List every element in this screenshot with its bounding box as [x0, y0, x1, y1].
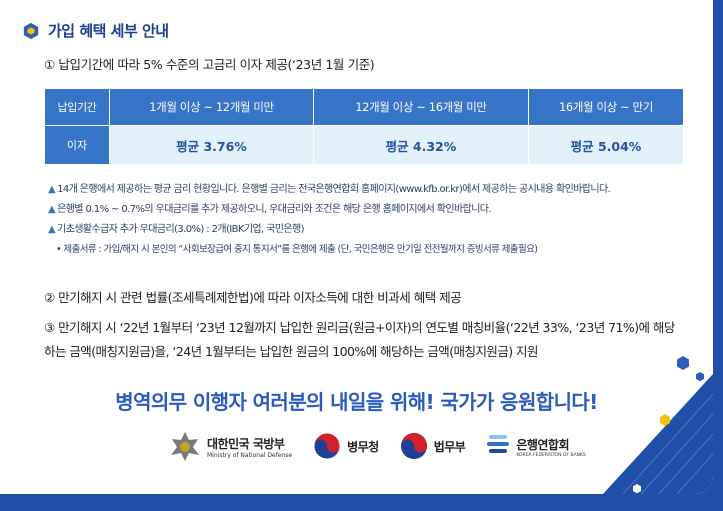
- note-line: ▲ 14개 은행에서 제공하는 평균 금리 현황입니다. 은행별 금리는 전국은행…: [48, 180, 698, 200]
- note-line: ▲ 기초생활수급자 추가 우대금리(3.0%) : 2개(IBK기업, 국민은행): [48, 220, 698, 240]
- moj-name: 법무부: [433, 439, 466, 454]
- triangle-icon: ▲: [48, 224, 56, 235]
- table-header-cell: 12개월 이상 ~ 16개월 미만: [312, 88, 529, 126]
- table-row-label: 이자: [44, 125, 110, 165]
- benefit-card: 가입 혜택 세부 안내 ① 납입기간에 따라 5% 수준의 고금리 이자 제공(…: [0, 0, 713, 494]
- table-header-cell: 1개월 이상 ~ 12개월 미만: [109, 88, 314, 126]
- table-row: 이자 평균 3.76% 평균 4.32% 평균 5.04%: [44, 125, 685, 165]
- table-header-row: 납입기간 1개월 이상 ~ 12개월 미만 12개월 이상 ~ 16개월 미만 …: [44, 88, 685, 126]
- kfb-name: 은행연합회: [516, 438, 570, 452]
- slogan: 병역의무 이행자 여러분의 내일을 위해! 국가가 응원합니다!: [115, 390, 598, 414]
- mnd-emblem-icon: [171, 432, 199, 461]
- note-text: 기초생활수급자 추가 우대금리(3.0%) : 2개(IBK기업, 국민은행): [57, 224, 304, 235]
- note-text: 은행별 0.1% ~ 0.7%의 우대금리를 추가 제공하오니, 우대금리와 조…: [57, 204, 492, 215]
- hexagon-icon: [23, 22, 39, 39]
- moj-logo: 법무부: [399, 431, 466, 461]
- note-subline: • 제출서류 : 가입/해지 시 본인의 “사회보장급여 중지 통지서”를 은행…: [56, 244, 538, 255]
- benefit-item-1: ① 납입기간에 따라 5% 수준의 고금리 이자 제공(‘23년 1월 기준): [44, 57, 375, 72]
- notes-block: ▲ 14개 은행에서 제공하는 평균 금리 현황입니다. 은행별 금리는 전국은행…: [48, 180, 698, 260]
- section-title: 가입 혜택 세부 안내: [48, 22, 169, 40]
- note-text: 14개 은행에서 제공하는 평균 금리 현황입니다. 은행별 금리는 전국은행연…: [57, 184, 611, 195]
- triangle-icon: ▲: [48, 184, 56, 195]
- mnd-logo: 대한민국 국방부 Ministry of National Defense: [168, 430, 292, 462]
- triangle-icon: ▲: [48, 204, 56, 215]
- taegeuk-icon: [313, 432, 341, 460]
- logo-row: 대한민국 국방부 Ministry of National Defense 병무…: [168, 430, 586, 462]
- benefit-item-2: ② 만기해지 시 관련 법률(조세특례제한법)에 따라 이자소득에 대한 비과세…: [44, 290, 462, 305]
- mma-name: 병무청: [347, 439, 379, 454]
- benefit-item-3: ③ 만기해지 시 ‘22년 1월부터 ‘23년 12월까지 납입한 원리금(원금…: [44, 320, 675, 359]
- kfb-emblem-icon: [487, 435, 510, 453]
- rate-cell: 평균 5.04%: [527, 125, 685, 165]
- corner-decoration: [603, 356, 713, 494]
- note-line: ▲ 은행별 0.1% ~ 0.7%의 우대금리를 추가 제공하오니, 우대금리와 …: [48, 200, 698, 220]
- section-heading: 가입 혜택 세부 안내: [22, 20, 169, 41]
- mma-logo: 병무청: [312, 431, 379, 461]
- mnd-subtitle: Ministry of National Defense: [207, 452, 293, 459]
- rate-cell: 평균 4.32%: [312, 125, 529, 165]
- interest-rate-table: 납입기간 1개월 이상 ~ 12개월 미만 12개월 이상 ~ 16개월 미만 …: [44, 88, 685, 165]
- rate-cell: 평균 3.76%: [109, 125, 314, 165]
- kfb-logo: 은행연합회 KOREA FEDERATION OF BANKS: [485, 431, 586, 461]
- kfb-subtitle: KOREA FEDERATION OF BANKS: [516, 453, 586, 458]
- table-header-label: 납입기간: [44, 88, 110, 126]
- taegeuk-icon: [400, 433, 427, 459]
- table-header-cell: 16개월 이상 ~ 만기: [527, 88, 685, 126]
- mnd-name: 대한민국 국방부: [207, 437, 285, 451]
